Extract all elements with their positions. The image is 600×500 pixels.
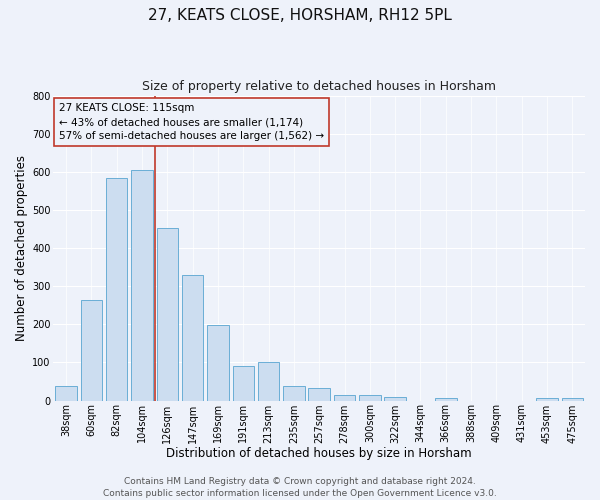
Bar	[106, 178, 127, 400]
X-axis label: Distribution of detached houses by size in Horsham: Distribution of detached houses by size …	[166, 447, 472, 460]
Bar	[80, 300, 102, 400]
Bar	[385, 396, 406, 400]
Bar	[308, 388, 330, 400]
Bar	[435, 398, 457, 400]
Bar	[334, 395, 355, 400]
Text: Contains HM Land Registry data © Crown copyright and database right 2024.
Contai: Contains HM Land Registry data © Crown c…	[103, 476, 497, 498]
Bar	[562, 398, 583, 400]
Text: 27, KEATS CLOSE, HORSHAM, RH12 5PL: 27, KEATS CLOSE, HORSHAM, RH12 5PL	[148, 8, 452, 22]
Bar	[131, 170, 153, 400]
Title: Size of property relative to detached houses in Horsham: Size of property relative to detached ho…	[142, 80, 496, 93]
Bar	[258, 362, 280, 401]
Bar	[283, 386, 305, 400]
Y-axis label: Number of detached properties: Number of detached properties	[15, 155, 28, 341]
Bar	[55, 386, 77, 400]
Bar	[207, 326, 229, 400]
Bar	[233, 366, 254, 400]
Bar	[182, 274, 203, 400]
Bar	[359, 395, 380, 400]
Bar	[157, 228, 178, 400]
Bar	[536, 398, 558, 400]
Text: 27 KEATS CLOSE: 115sqm
← 43% of detached houses are smaller (1,174)
57% of semi-: 27 KEATS CLOSE: 115sqm ← 43% of detached…	[59, 103, 324, 141]
